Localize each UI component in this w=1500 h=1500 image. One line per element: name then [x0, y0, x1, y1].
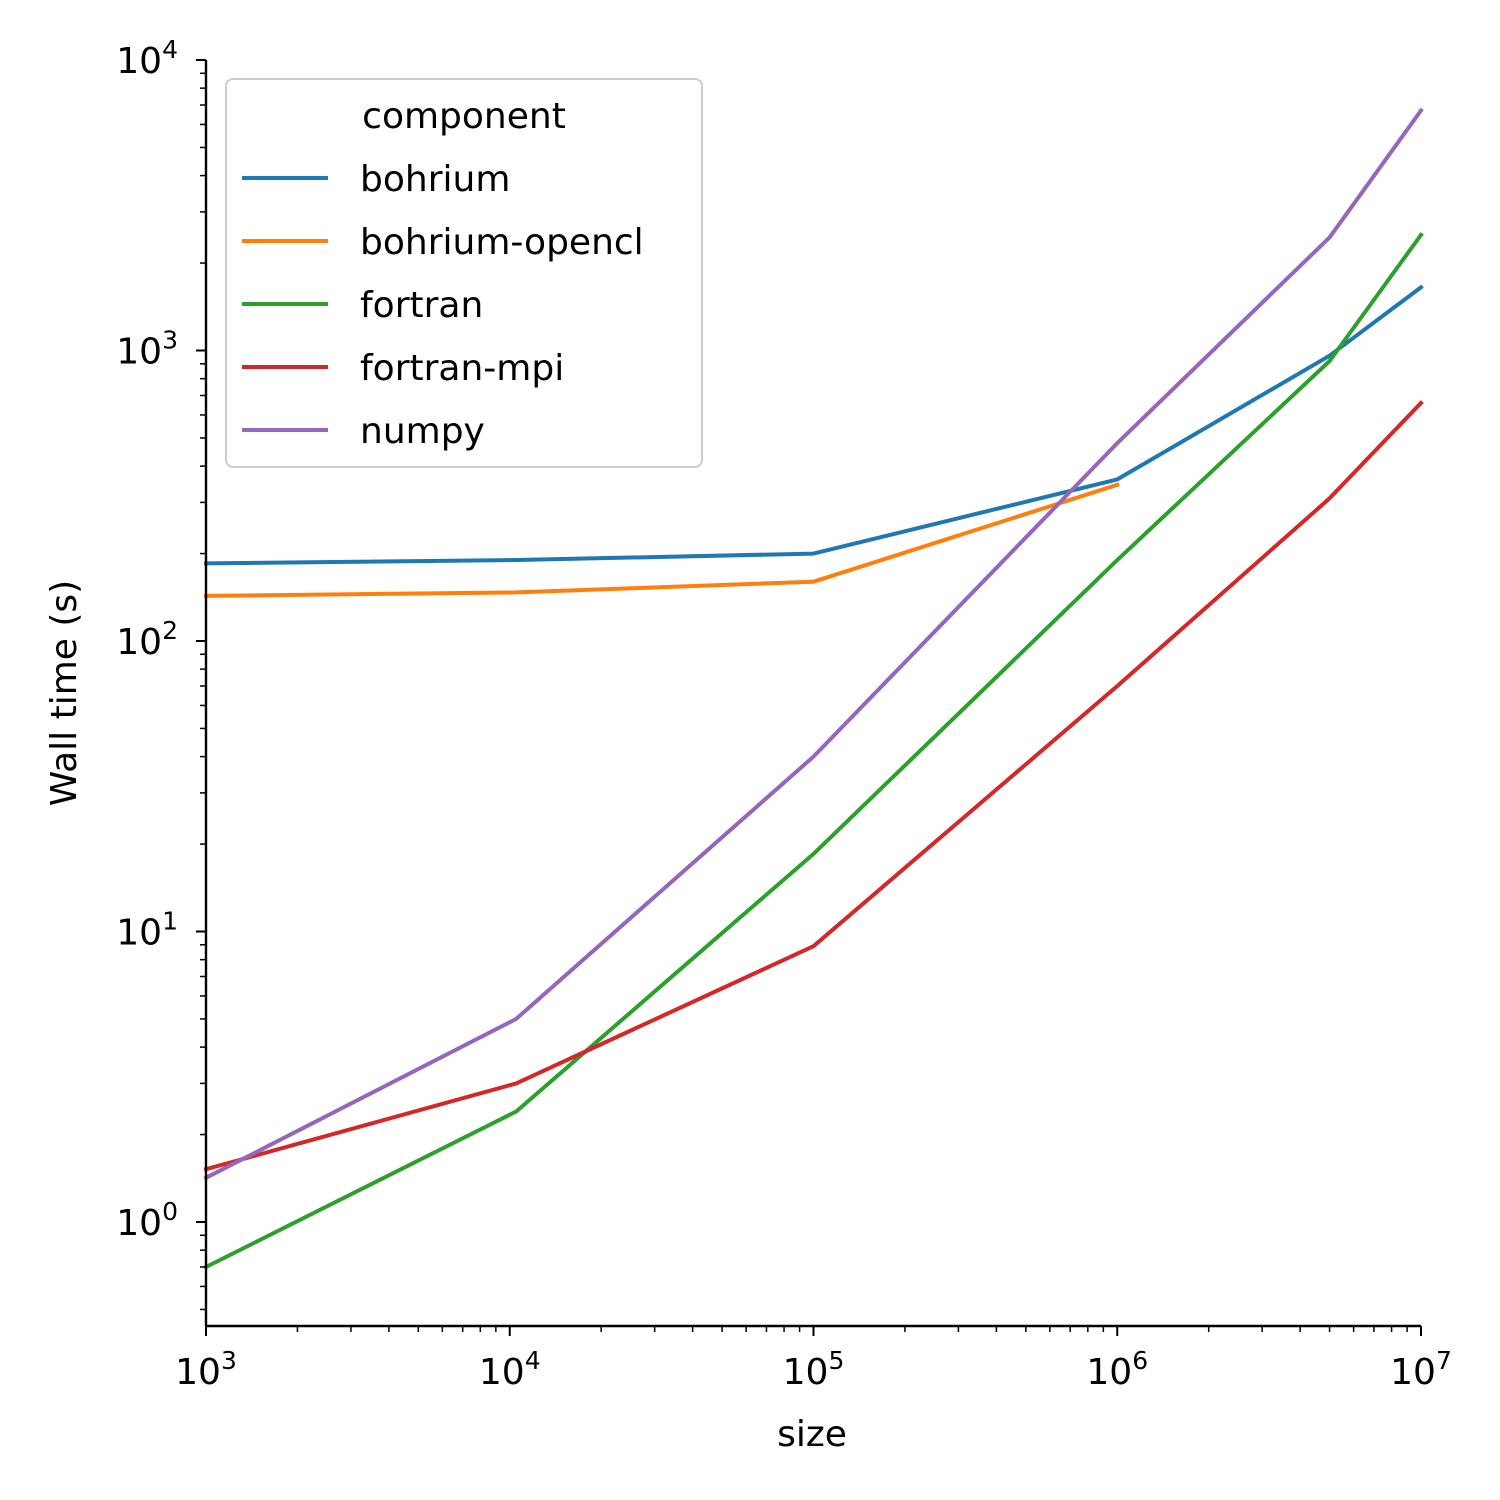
- legend-frame: [225, 78, 703, 468]
- y-tick-label: 102: [116, 616, 178, 663]
- x-tick-label: 107: [1390, 1346, 1452, 1393]
- legend-title: component: [362, 96, 566, 137]
- x-tick-label: 105: [783, 1346, 845, 1393]
- series-layer: [203, 107, 1424, 1270]
- legend-label-bohrium-opencl: bohrium-opencl: [360, 222, 644, 263]
- legend-items: bohrium bohrium-opencl fortran fortran-mpi n…: [242, 159, 644, 452]
- y-tick-label: 101: [116, 907, 178, 954]
- y-axis-title: Wall time (s): [44, 580, 85, 806]
- y-tick-label: 103: [116, 326, 178, 373]
- x-tick-label: 106: [1086, 1346, 1148, 1393]
- y-tick-label: 104: [116, 35, 178, 82]
- x-tick-label: 104: [479, 1346, 541, 1393]
- legend: component bohrium bohrium-opencl fortran fo…: [225, 78, 703, 468]
- series-line-fortran: [203, 232, 1424, 1270]
- series-line-fortran-mpi: [203, 400, 1424, 1172]
- legend-label-fortran-mpi: fortran-mpi: [360, 348, 564, 389]
- x-axis-title: size: [777, 1414, 847, 1455]
- legend-label-numpy: numpy: [360, 411, 485, 452]
- series-line-bohrium: [203, 284, 1424, 566]
- y-tick-label: 100: [116, 1197, 178, 1244]
- series-line-bohrium-opencl: [203, 482, 1120, 598]
- x-tick-label: 103: [175, 1346, 237, 1393]
- legend-label-bohrium: bohrium: [360, 159, 510, 200]
- series-line-numpy: [203, 107, 1424, 1181]
- legend-label-fortran: fortran: [360, 285, 483, 326]
- ticks: 103 104 105 106 107 100 101 102 103 104: [116, 35, 1452, 1393]
